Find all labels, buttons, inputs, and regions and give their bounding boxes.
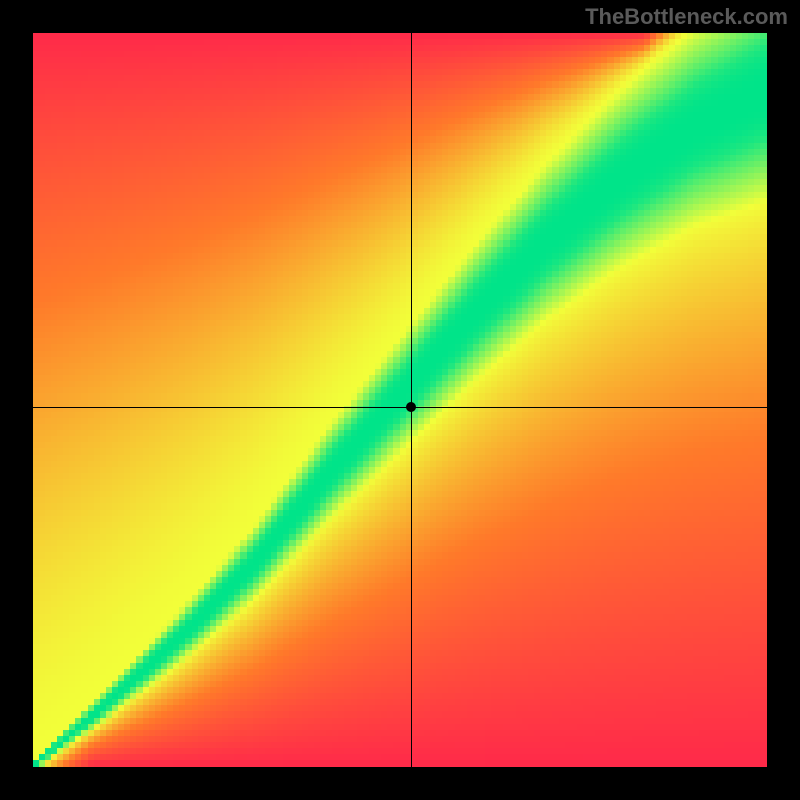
chart-container: { "watermark": { "text": "TheBottleneck.… xyxy=(0,0,800,800)
crosshair-vertical xyxy=(411,33,412,767)
crosshair-horizontal xyxy=(33,407,767,408)
watermark: TheBottleneck.com xyxy=(585,4,788,30)
heatmap-canvas xyxy=(33,33,767,767)
